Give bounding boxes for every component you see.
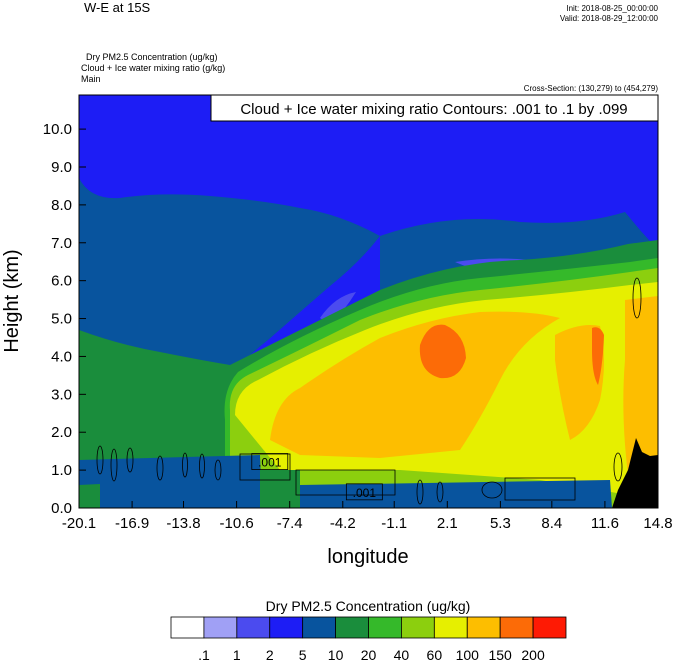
x-tick-label: 14.8 — [643, 515, 672, 532]
colorbar-label: 150 — [488, 647, 512, 663]
x-tick-label: -20.1 — [62, 515, 96, 532]
x-axis-label: longitude — [327, 546, 408, 568]
pm25-field — [79, 95, 658, 508]
x-tick-label: -7.4 — [277, 515, 303, 532]
contour-label-box — [251, 453, 289, 470]
valid-time: Valid: 2018-08-29_12:00:00 — [560, 14, 659, 23]
colorbar-swatch — [203, 616, 238, 639]
y-tick-label: 6.0 — [51, 273, 72, 290]
y-tick-label: 9.0 — [51, 159, 72, 176]
contour-labels: .001 .001 — [251, 453, 383, 501]
y-tick-label: 10.0 — [43, 121, 72, 138]
y-tick-label: 8.0 — [51, 197, 72, 214]
colorbar-swatch — [433, 616, 468, 639]
x-tick-label: -1.1 — [381, 515, 407, 532]
colorbar-label: 1 — [233, 647, 241, 663]
y-tick-label: 0.0 — [51, 500, 72, 517]
contour-label: .001 — [258, 456, 282, 470]
colorbar-label: 60 — [427, 647, 443, 663]
init-time: Init: 2018-08-25_00:00:00 — [566, 4, 658, 13]
contour-info: Cloud + Ice water mixing ratio Contours:… — [240, 101, 627, 118]
colorbar-label: 2 — [266, 647, 274, 663]
field-label-cloud: Cloud + Ice water mixing ratio (g/kg) — [81, 63, 225, 73]
cross-section-label: Cross-Section: (130,279) to (454,279) — [524, 84, 659, 93]
colorbar-swatch — [269, 616, 304, 639]
colorbar-swatch — [335, 616, 369, 639]
contour-label: .001 — [353, 486, 377, 500]
colorbar-label: 100 — [456, 647, 480, 663]
x-tick-label: -16.9 — [115, 515, 149, 532]
colorbar-label: 20 — [361, 647, 377, 663]
cloud-contours — [96, 277, 642, 505]
colorbar-label: .1 — [198, 647, 210, 663]
x-tick-label: 8.4 — [541, 515, 562, 532]
y-tick-label: 7.0 — [51, 235, 72, 252]
x-tick-label: -10.6 — [220, 515, 254, 532]
y-tick-label: 4.0 — [51, 348, 72, 365]
contour-label-box — [345, 483, 383, 501]
colorbar-label: 40 — [394, 647, 410, 663]
colorbar-swatch — [401, 616, 435, 639]
colorbar: .1 1 2 5 10 20 40 60 100 150 200 — [170, 616, 567, 663]
y-tick-label: 2.0 — [51, 424, 72, 441]
x-tick-label: 2.1 — [437, 515, 458, 532]
colorbar-swatch — [499, 616, 534, 639]
y-tick-label: 5.0 — [51, 311, 72, 328]
plot-title: W-E at 15S — [84, 0, 151, 15]
y-axis-label: Height (km) — [1, 249, 23, 352]
colorbar-swatch — [466, 616, 501, 639]
axes: -20.1 -16.9 -13.8 -10.6 -7.4 -4.2 -1.1 2.1 5.3 8.… — [43, 121, 673, 532]
colorbar-swatch — [236, 616, 271, 639]
x-tick-label: -4.2 — [330, 515, 356, 532]
contour-info-box — [210, 94, 659, 122]
y-tick-label: 1.0 — [51, 462, 72, 479]
x-tick-label: 5.3 — [490, 515, 511, 532]
colorbar-title: Dry PM2.5 Concentration (ug/kg) — [266, 598, 471, 614]
colorbar-swatch — [170, 616, 205, 639]
field-label-main: Main — [81, 74, 101, 84]
plot-frame — [78, 94, 659, 509]
colorbar-label: 5 — [299, 647, 307, 663]
colorbar-swatch — [302, 616, 336, 639]
x-tick-label: 11.6 — [591, 515, 619, 532]
y-tick-label: 3.0 — [51, 386, 72, 403]
colorbar-label: 10 — [328, 647, 344, 663]
colorbar-label: 200 — [521, 647, 545, 663]
colorbar-swatch — [532, 616, 567, 639]
colorbar-swatch — [368, 616, 402, 639]
x-tick-label: -13.8 — [166, 515, 200, 532]
field-label-pm25: Dry PM2.5 Concentration (ug/kg) — [86, 52, 218, 62]
